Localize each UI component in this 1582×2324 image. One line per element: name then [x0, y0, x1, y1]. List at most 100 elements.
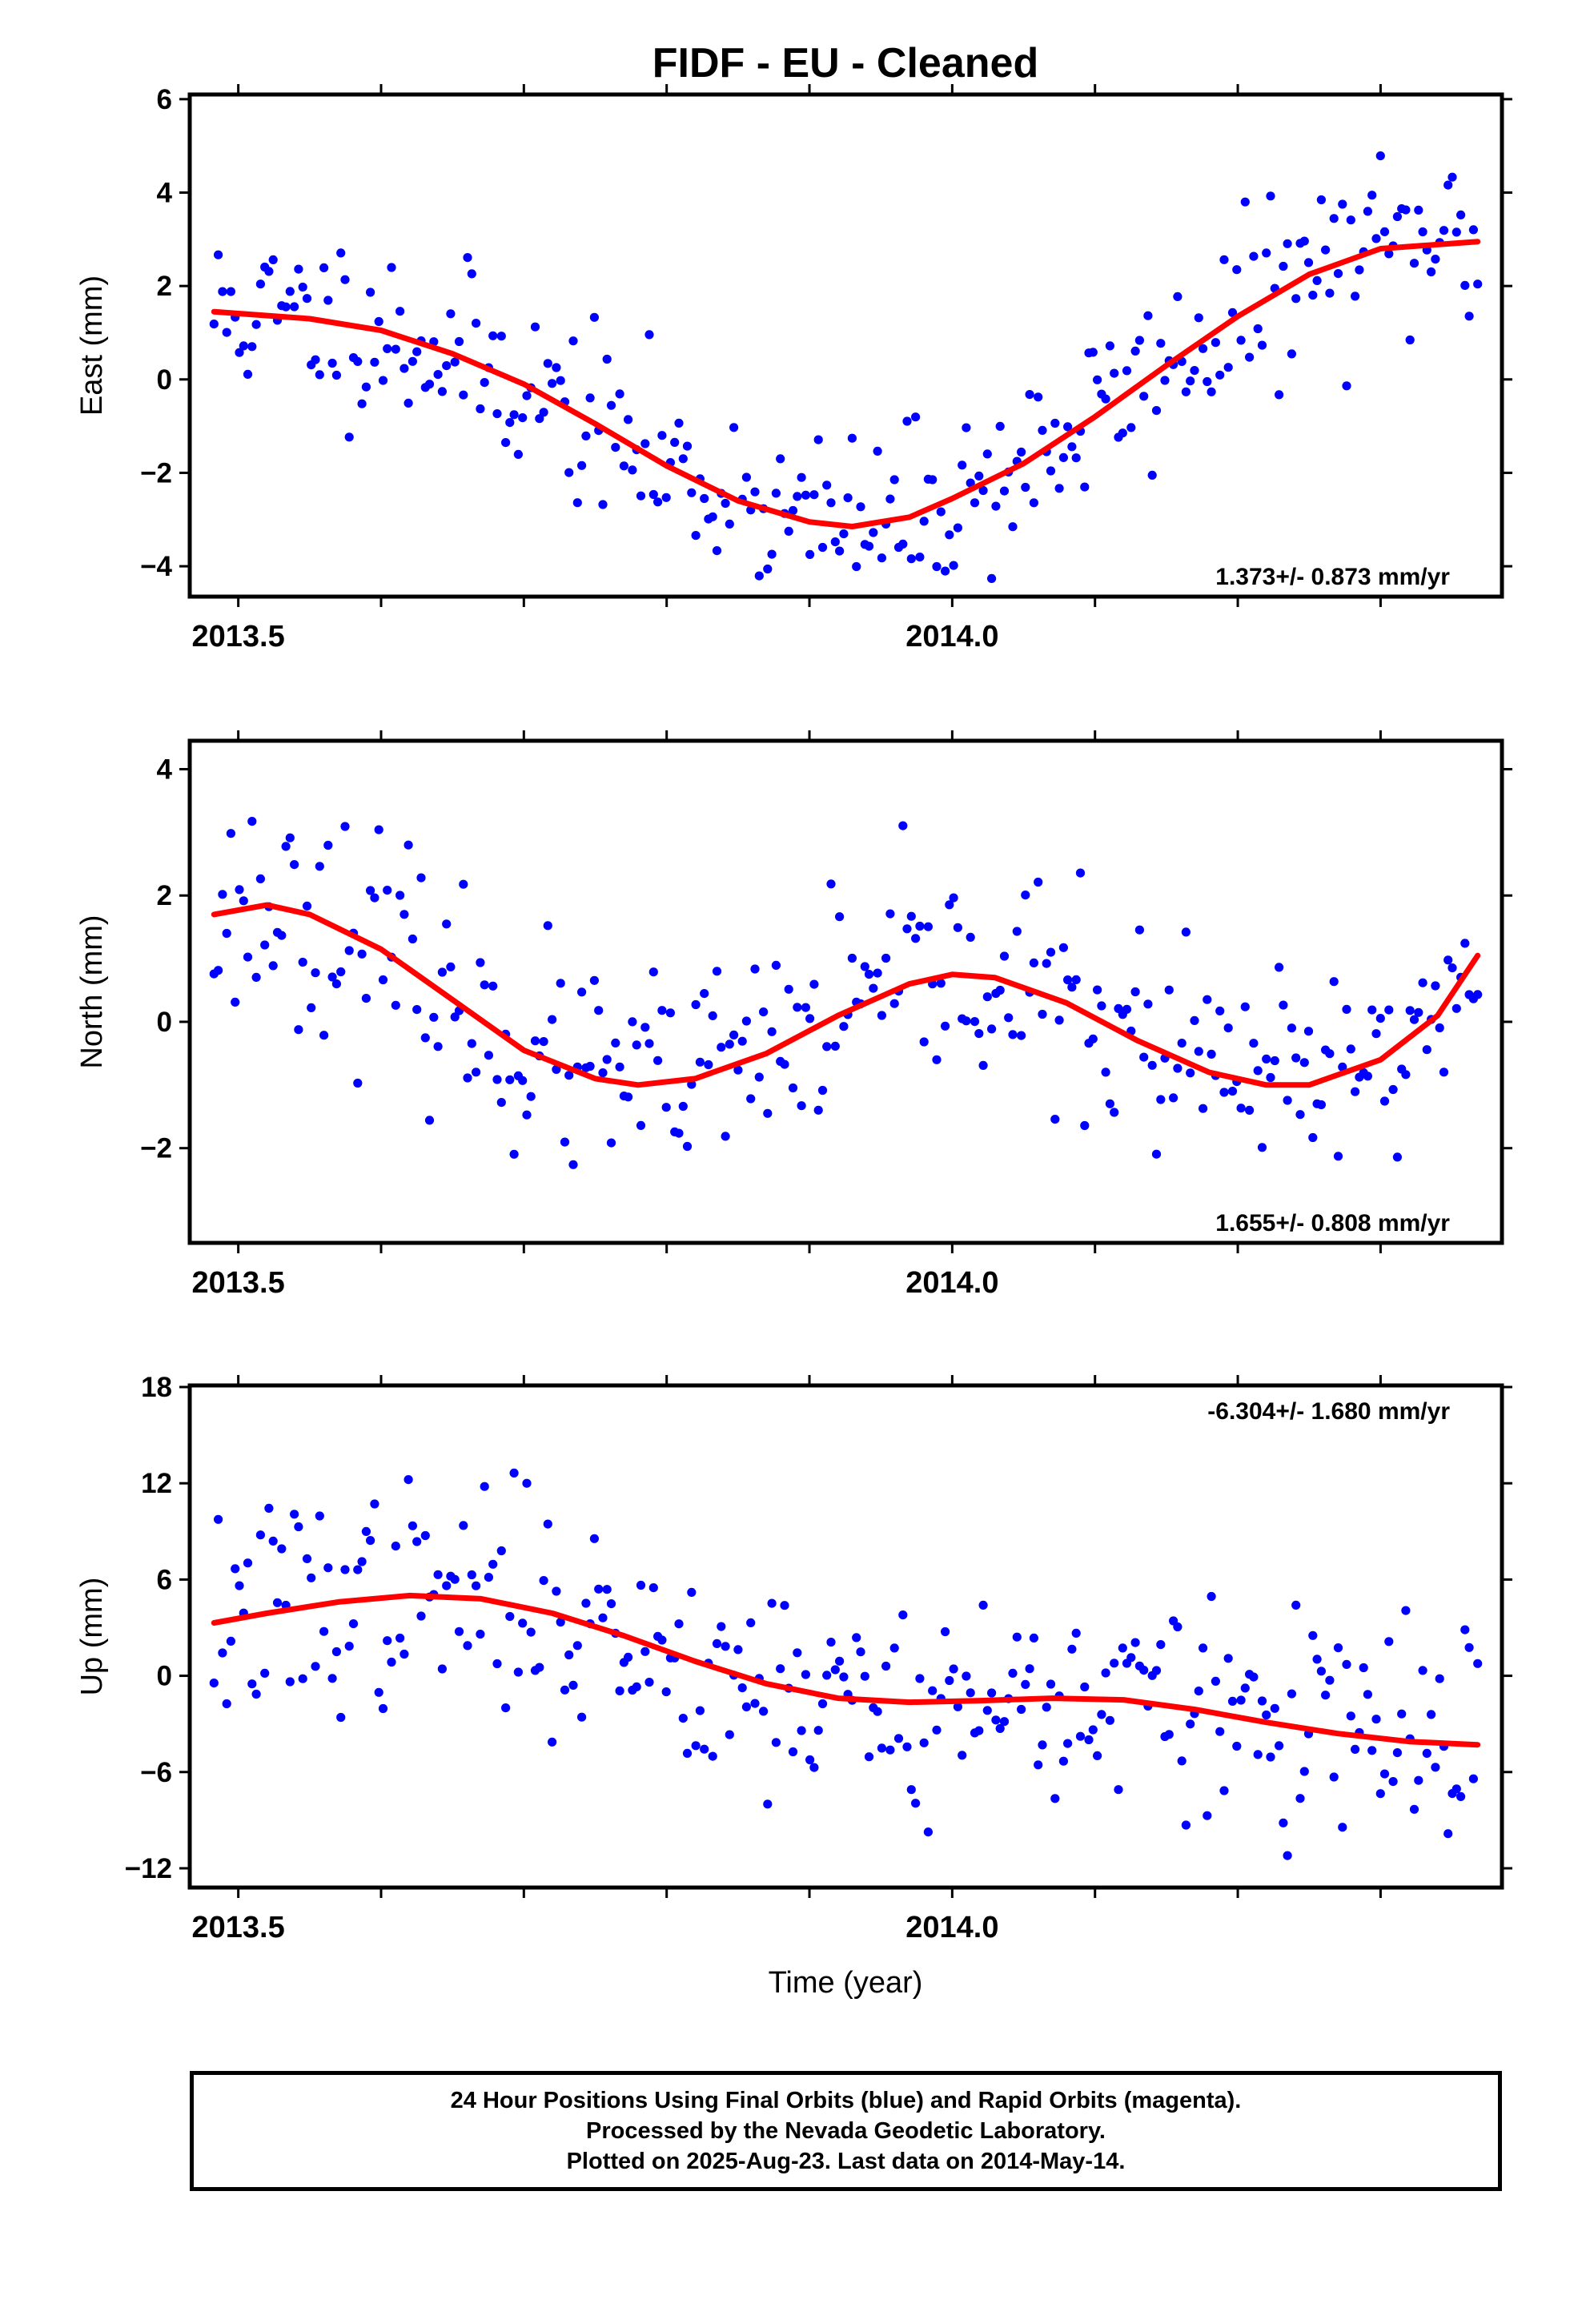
up-data-point — [353, 1565, 363, 1574]
east-data-point — [1211, 338, 1220, 348]
east-data-point — [353, 356, 363, 366]
east-data-point — [298, 282, 307, 292]
north-data-point — [636, 1120, 646, 1130]
up-data-point — [323, 1563, 333, 1573]
up-data-point — [1427, 1710, 1436, 1719]
up-data-point — [1329, 1772, 1339, 1782]
north-data-point — [1460, 939, 1470, 948]
up-data-point — [1034, 1760, 1043, 1770]
north-data-point — [1435, 1023, 1444, 1033]
up-data-point — [746, 1618, 756, 1627]
up-data-point — [526, 1627, 536, 1637]
up-data-point — [1164, 1730, 1174, 1739]
north-data-point — [763, 1108, 773, 1118]
north-data-point — [1105, 1099, 1114, 1108]
north-data-point — [530, 1036, 540, 1046]
north-data-point — [331, 979, 341, 989]
east-data-point — [767, 549, 777, 559]
north-data-point — [1371, 1029, 1381, 1039]
east-data-point — [1232, 265, 1242, 275]
up-data-point — [1139, 1666, 1149, 1675]
north-data-point — [1303, 1027, 1314, 1036]
east-data-point — [906, 554, 916, 564]
north-data-point — [311, 968, 320, 978]
east-data-point — [852, 561, 861, 572]
east-data-point — [1253, 324, 1263, 334]
east-data-point — [817, 542, 828, 553]
up-data-point — [243, 1558, 253, 1568]
east-data-point — [548, 379, 557, 388]
north-data-point — [218, 890, 227, 899]
north-data-point — [869, 983, 878, 993]
up-data-point — [856, 1647, 865, 1657]
up-data-point — [1008, 1668, 1018, 1678]
north-data-point — [1130, 987, 1140, 997]
up-data-point — [1468, 1774, 1478, 1783]
up-data-point — [1333, 1643, 1343, 1653]
east-data-point — [1017, 447, 1026, 457]
north-data-point — [797, 1101, 806, 1111]
north-frame — [187, 738, 1504, 1245]
up-data-point — [1114, 1785, 1123, 1795]
north-data-point — [315, 862, 324, 871]
up-data-point — [1130, 1638, 1140, 1647]
up-data-point — [826, 1638, 836, 1647]
up-fit-curve — [211, 1592, 1481, 1748]
east-data-point — [1338, 199, 1347, 209]
up-data-point — [319, 1626, 329, 1636]
east-data-point — [535, 414, 544, 424]
east-data-point — [877, 553, 886, 563]
up-data-point — [1151, 1666, 1162, 1675]
up-data-point — [750, 1699, 760, 1708]
north-data-point — [290, 860, 299, 870]
north-data-point — [1388, 1084, 1398, 1095]
caption-line-3: Plotted on 2025-Aug-23. Last data on 201… — [566, 2149, 1126, 2174]
east-data-point — [1181, 387, 1191, 396]
east-data-point — [611, 443, 620, 452]
up-data-point — [864, 1752, 874, 1762]
east-data-point — [396, 307, 405, 316]
north-data-point — [809, 979, 819, 989]
north-data-point — [602, 1055, 612, 1064]
up-data-point — [581, 1598, 591, 1608]
east-data-point — [712, 546, 722, 556]
east-data-point — [1143, 311, 1153, 320]
east-data-point — [1223, 363, 1233, 372]
up-data-point — [1456, 1791, 1466, 1801]
up-data-point — [594, 1584, 604, 1594]
up-data-point — [1397, 1709, 1407, 1719]
north-data-point — [923, 922, 933, 931]
up-data-point — [860, 1671, 869, 1681]
up-data-point — [552, 1586, 561, 1596]
up-data-point — [577, 1712, 587, 1722]
east-data-point — [640, 439, 650, 448]
north-data-point — [974, 1029, 984, 1039]
north-data-point — [505, 1075, 515, 1084]
up-data-point — [209, 1679, 219, 1688]
east-data-point — [539, 408, 548, 417]
up-data-point — [1287, 1689, 1296, 1699]
east-panel: −4 −2 0 2 4 6 2013.5 2014.0 East (mm) 1.373+/- 0.… — [75, 84, 1512, 653]
up-data-point — [636, 1580, 646, 1590]
north-data-point — [357, 949, 367, 959]
east-data-point — [771, 489, 781, 498]
up-data-point — [1012, 1632, 1022, 1642]
up-data-point — [568, 1680, 578, 1690]
east-data-point — [424, 380, 435, 389]
up-data-point — [505, 1611, 515, 1622]
north-data-point — [480, 980, 489, 990]
up-y-axis-label: Up (mm) — [75, 1578, 109, 1696]
east-data-point — [1275, 390, 1284, 400]
north-data-point — [1236, 1104, 1246, 1113]
north-data-point — [226, 829, 235, 838]
up-y-tick-label: 6 — [157, 1564, 172, 1595]
north-data-point — [1122, 1004, 1132, 1014]
east-data-point — [1186, 376, 1195, 386]
east-data-point — [496, 332, 506, 341]
east-data-point — [741, 472, 752, 482]
up-data-point — [1240, 1683, 1250, 1693]
up-data-point — [822, 1671, 832, 1680]
north-data-point — [1452, 1003, 1461, 1013]
up-data-point — [995, 1723, 1005, 1733]
north-data-point — [949, 893, 958, 903]
